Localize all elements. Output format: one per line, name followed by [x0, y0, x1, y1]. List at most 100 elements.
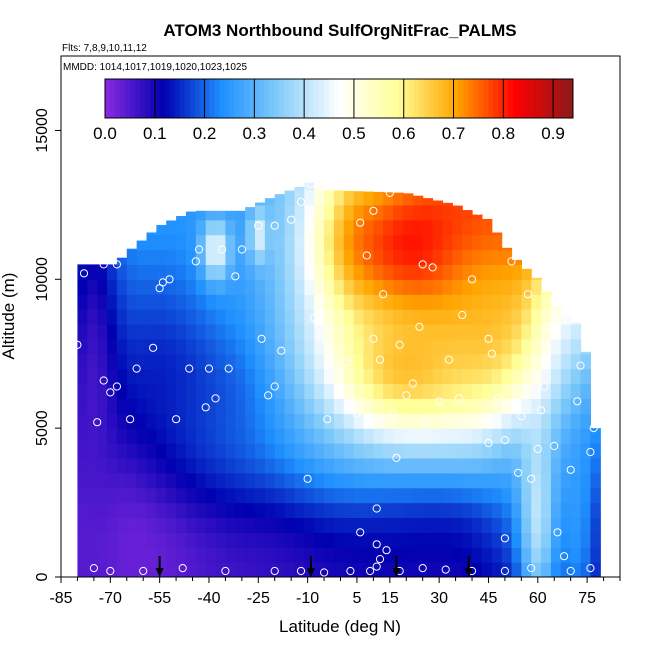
heatmap-cell [77, 279, 88, 295]
heatmap-cell [541, 294, 552, 310]
heatmap-cell [442, 323, 453, 340]
colorbar-segment [463, 79, 469, 118]
colorbar-segment [324, 79, 330, 118]
heatmap-cell [225, 210, 236, 221]
heatmap-cell [264, 472, 276, 489]
heatmap-cell [373, 234, 384, 251]
heatmap-cell [166, 309, 177, 325]
heatmap-cell [176, 502, 187, 519]
heatmap-cell [501, 413, 513, 429]
flight-arrows [155, 556, 473, 577]
sample-point [375, 555, 385, 564]
heatmap-cell [550, 398, 562, 414]
heatmap-cell [353, 398, 365, 414]
heatmap-cell [215, 353, 227, 370]
heatmap-cell [580, 457, 591, 474]
heatmap-cell [87, 532, 98, 548]
colorbar-segment [119, 79, 126, 118]
heatmap-cell [343, 413, 355, 429]
sample-point [178, 564, 187, 573]
heatmap-cell [521, 457, 532, 474]
heatmap-cell [491, 264, 503, 280]
heatmap-cell [176, 323, 187, 340]
heatmap-cell [304, 189, 315, 206]
sample-point [264, 391, 273, 400]
heatmap-cell [146, 413, 157, 429]
heatmap-cell [373, 309, 384, 325]
heatmap-cell [422, 457, 434, 474]
heatmap-cell [77, 413, 88, 429]
heatmap-cell [235, 428, 246, 444]
heatmap-cell [491, 294, 503, 310]
heatmap-cell [373, 398, 384, 414]
heatmap-cell [156, 353, 167, 370]
sample-point [112, 382, 122, 391]
heatmap-cell [383, 428, 394, 444]
heatmap-cell [550, 472, 562, 489]
heatmap-cell [580, 428, 591, 444]
heatmap-cell [166, 353, 177, 370]
heatmap-cell [422, 309, 434, 325]
heatmap-cell [215, 309, 227, 325]
heatmap-cell [501, 487, 513, 504]
heatmap-cell [442, 428, 453, 444]
heatmap-cell [501, 457, 513, 474]
heatmap-cell [185, 338, 197, 355]
heatmap-cell [116, 443, 128, 459]
heatmap-cell [521, 517, 532, 533]
heatmap-cell [97, 472, 108, 489]
heatmap-cell [304, 353, 315, 370]
sample-point [546, 245, 556, 254]
heatmap-cell [107, 279, 118, 295]
heatmap-cell [333, 353, 345, 370]
colorbar-segment [184, 79, 191, 118]
heatmap-cell [363, 204, 374, 221]
heatmap-cell [245, 487, 256, 504]
heatmap-cell [531, 532, 542, 548]
heatmap-cell [77, 457, 88, 474]
colorbar-segment [239, 79, 245, 118]
heatmap-cell [314, 428, 325, 444]
sample-point [303, 474, 312, 483]
heatmap-cell [550, 502, 562, 519]
colorbar-segment [348, 79, 355, 118]
heatmap-cell [274, 249, 286, 265]
heatmap-cell [560, 562, 572, 577]
heatmap-cell [333, 234, 345, 251]
heatmap-cell [156, 309, 167, 325]
heatmap-cell [255, 309, 266, 325]
heatmap-cell [255, 547, 266, 563]
heatmap-cell [215, 487, 227, 504]
heatmap-cell [442, 249, 453, 265]
heatmap-cell [531, 502, 542, 519]
heatmap-cell [363, 323, 374, 340]
heatmap-cell [393, 398, 404, 414]
heatmap-cell [284, 428, 296, 444]
heatmap-cell [166, 428, 177, 444]
colorbar-segment [224, 79, 230, 118]
heatmap-cell [87, 443, 98, 459]
heatmap-cell [422, 323, 434, 340]
heatmap-cell [531, 487, 542, 504]
heatmap-cell [422, 368, 434, 385]
heatmap-cell [560, 428, 572, 444]
heatmap-cell [373, 219, 384, 236]
heatmap-cell [353, 204, 365, 221]
heatmap-cell [215, 443, 227, 459]
heatmap-cell [126, 368, 138, 385]
colorbar-tick-label: 0.0 [93, 124, 117, 143]
heatmap-cell [294, 189, 305, 206]
heatmap-cell [314, 413, 325, 429]
colorbar-segment [105, 79, 111, 118]
heatmap-cell [314, 264, 325, 280]
heatmap-cell [255, 457, 266, 474]
heatmap-cell [521, 338, 532, 355]
heatmap-cell [452, 532, 463, 548]
heatmap-cell [412, 443, 424, 459]
heatmap-cell [412, 353, 424, 370]
heatmap-cell [284, 279, 296, 295]
heatmap-cell [491, 413, 503, 429]
heatmap-cell [97, 323, 108, 340]
heatmap-cell [284, 457, 296, 474]
heatmap-cell [511, 294, 522, 310]
